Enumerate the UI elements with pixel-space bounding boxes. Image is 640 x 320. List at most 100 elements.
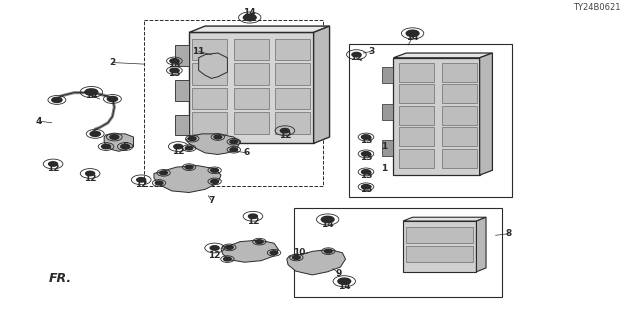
Circle shape xyxy=(108,96,118,101)
Circle shape xyxy=(137,178,146,182)
Bar xyxy=(175,45,189,66)
Bar xyxy=(382,104,394,120)
Circle shape xyxy=(248,214,257,219)
Circle shape xyxy=(214,135,221,139)
Circle shape xyxy=(170,68,179,73)
Circle shape xyxy=(210,246,219,250)
Text: 14: 14 xyxy=(85,91,98,100)
Circle shape xyxy=(362,185,371,189)
Text: 13: 13 xyxy=(168,69,180,78)
Bar xyxy=(175,115,189,135)
Text: 13: 13 xyxy=(360,153,372,162)
Polygon shape xyxy=(394,53,492,58)
Text: 6: 6 xyxy=(243,148,250,157)
Circle shape xyxy=(338,278,351,284)
Text: 12: 12 xyxy=(172,147,184,156)
Circle shape xyxy=(230,140,237,144)
Circle shape xyxy=(185,165,193,169)
Text: 14: 14 xyxy=(338,282,351,291)
Text: 14: 14 xyxy=(321,220,334,229)
Polygon shape xyxy=(287,250,346,275)
Circle shape xyxy=(121,144,130,149)
Circle shape xyxy=(188,137,196,140)
Bar xyxy=(442,127,477,146)
Circle shape xyxy=(85,89,98,95)
Polygon shape xyxy=(189,26,330,32)
Polygon shape xyxy=(479,53,492,175)
Bar xyxy=(275,39,310,60)
Circle shape xyxy=(223,257,231,261)
Circle shape xyxy=(49,162,58,166)
Bar xyxy=(406,246,473,262)
Bar xyxy=(399,127,434,146)
Text: 12: 12 xyxy=(47,164,60,173)
Polygon shape xyxy=(476,217,486,272)
Polygon shape xyxy=(198,53,227,78)
Bar xyxy=(234,39,269,60)
Bar xyxy=(294,208,502,297)
Bar xyxy=(234,63,269,85)
Circle shape xyxy=(362,152,371,156)
Bar xyxy=(442,62,477,82)
Text: 7: 7 xyxy=(208,196,214,205)
Bar xyxy=(399,106,434,125)
Bar xyxy=(442,106,477,125)
Text: 1: 1 xyxy=(381,142,387,151)
Circle shape xyxy=(225,245,233,249)
Circle shape xyxy=(324,249,332,253)
Text: 12: 12 xyxy=(278,131,291,140)
Bar xyxy=(234,112,269,134)
Text: 2: 2 xyxy=(109,58,116,67)
Circle shape xyxy=(270,251,278,255)
Circle shape xyxy=(292,256,300,260)
Circle shape xyxy=(160,171,168,175)
Bar xyxy=(192,112,227,134)
Polygon shape xyxy=(314,26,330,143)
Bar xyxy=(399,149,434,168)
Text: 12: 12 xyxy=(135,180,147,189)
Text: 13: 13 xyxy=(360,136,372,145)
Text: 10: 10 xyxy=(293,248,306,257)
Bar xyxy=(192,88,227,109)
Polygon shape xyxy=(394,58,479,175)
Bar xyxy=(192,63,227,85)
Text: 14: 14 xyxy=(406,33,419,42)
Circle shape xyxy=(170,59,179,63)
Circle shape xyxy=(230,148,237,152)
Circle shape xyxy=(362,135,371,139)
Circle shape xyxy=(185,146,193,150)
Circle shape xyxy=(86,171,95,176)
Text: TY24B0621: TY24B0621 xyxy=(573,3,620,12)
Bar xyxy=(442,149,477,168)
Bar xyxy=(382,140,394,156)
Polygon shape xyxy=(154,165,221,193)
Circle shape xyxy=(211,168,218,172)
Bar xyxy=(234,88,269,109)
Polygon shape xyxy=(189,32,314,143)
Text: FR.: FR. xyxy=(49,272,72,284)
Bar xyxy=(349,44,511,197)
Text: 13: 13 xyxy=(360,171,372,180)
Bar xyxy=(399,62,434,82)
Text: 12: 12 xyxy=(350,53,363,62)
Circle shape xyxy=(406,30,419,36)
Text: 12: 12 xyxy=(209,252,221,260)
Text: 12: 12 xyxy=(84,174,97,183)
Bar xyxy=(399,84,434,103)
Circle shape xyxy=(156,181,163,185)
Bar xyxy=(442,84,477,103)
Text: 3: 3 xyxy=(368,47,374,56)
Circle shape xyxy=(362,170,371,174)
Polygon shape xyxy=(221,240,278,262)
Text: 1: 1 xyxy=(381,164,387,173)
Circle shape xyxy=(352,52,361,57)
Circle shape xyxy=(52,97,62,102)
Bar xyxy=(145,20,323,186)
Text: 9: 9 xyxy=(336,269,342,278)
Bar xyxy=(275,63,310,85)
Circle shape xyxy=(173,144,182,149)
Polygon shape xyxy=(186,134,240,155)
Bar xyxy=(275,112,310,134)
Polygon shape xyxy=(403,221,476,272)
Text: 13: 13 xyxy=(168,60,180,68)
